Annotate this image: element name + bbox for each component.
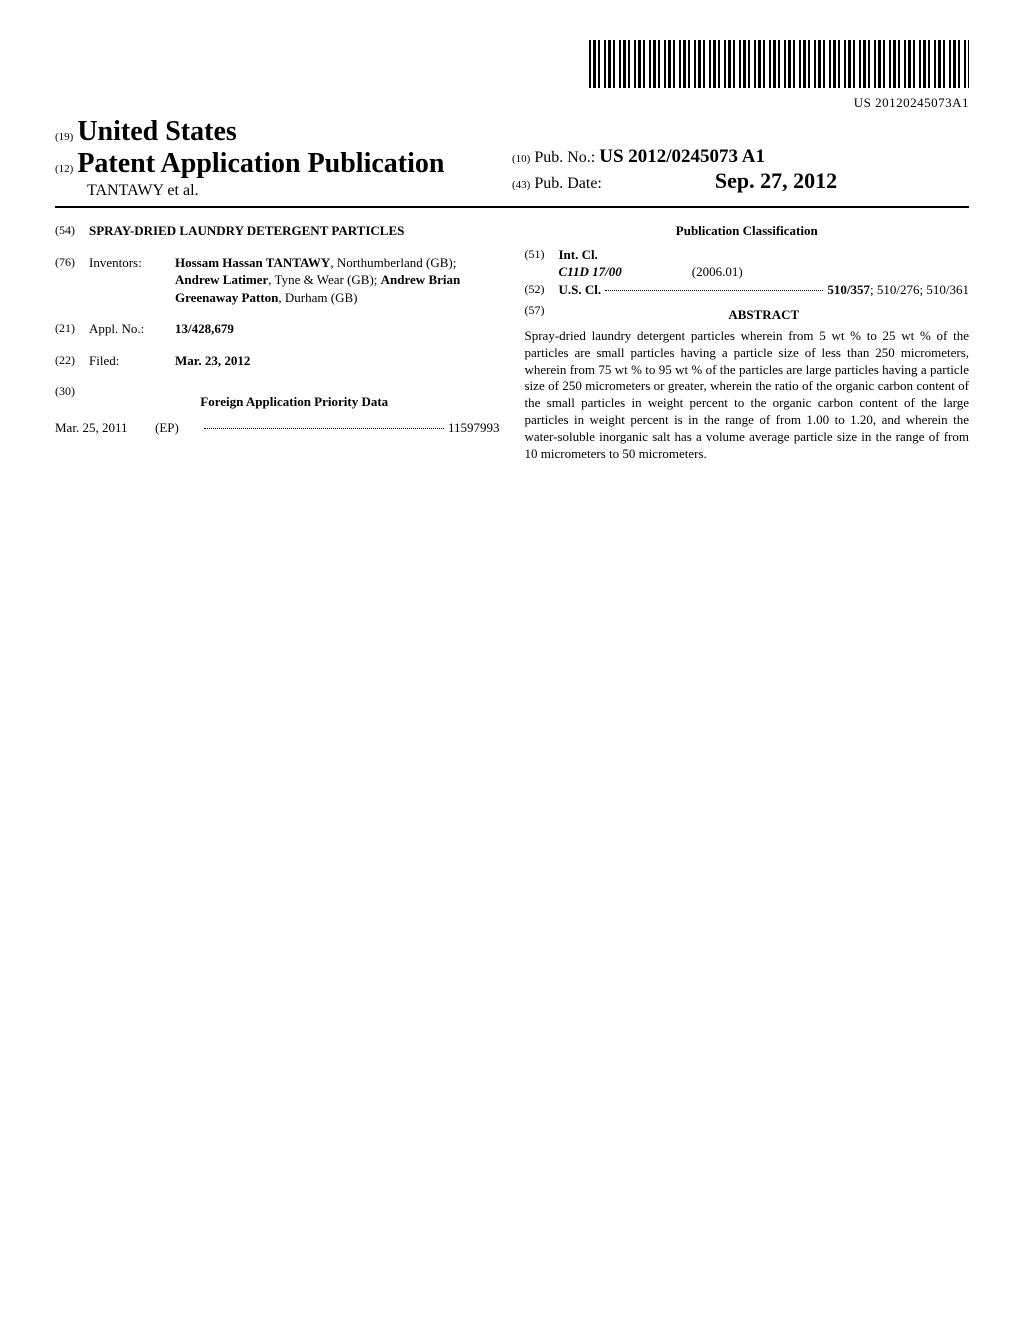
country-prefix: (19) bbox=[55, 131, 73, 143]
title-num: (54) bbox=[55, 222, 89, 240]
int-cl-prefix: (51) bbox=[525, 246, 559, 264]
abstract-label: ABSTRACT bbox=[559, 306, 970, 324]
us-cl-value: 510/357; 510/276; 510/361 bbox=[827, 281, 969, 299]
pub-no-prefix: (10) bbox=[512, 153, 530, 165]
abstract-header-row: (57) ABSTRACT bbox=[525, 302, 970, 328]
body-columns: (54) SPRAY-DRIED LAUNDRY DETERGENT PARTI… bbox=[55, 222, 969, 463]
us-cl-row: (52) U.S. Cl. 510/357; 510/276; 510/361 bbox=[525, 281, 970, 299]
appl-no-label: Appl. No.: bbox=[89, 320, 175, 338]
pub-date-line: (43) Pub. Date: Sep. 27, 2012 bbox=[512, 168, 969, 194]
appl-no-row: (21) Appl. No.: 13/428,679 bbox=[55, 320, 500, 338]
us-cl-prefix: (52) bbox=[525, 281, 559, 299]
us-cl-primary: 510/357 bbox=[827, 282, 870, 297]
publication-type-line: (12) Patent Application Publication bbox=[55, 148, 512, 180]
filed-row: (22) Filed: Mar. 23, 2012 bbox=[55, 352, 500, 370]
title-row: (54) SPRAY-DRIED LAUNDRY DETERGENT PARTI… bbox=[55, 222, 500, 240]
appl-no-prefix: (21) bbox=[55, 320, 89, 338]
pub-no-value: US 2012/0245073 A1 bbox=[599, 146, 765, 167]
header-row: (19) United States (12) Patent Applicati… bbox=[55, 116, 969, 208]
invention-title: SPRAY-DRIED LAUNDRY DETERGENT PARTICLES bbox=[89, 222, 500, 240]
classification-header: Publication Classification bbox=[525, 222, 970, 240]
left-column: (54) SPRAY-DRIED LAUNDRY DETERGENT PARTI… bbox=[55, 222, 500, 463]
filed-value: Mar. 23, 2012 bbox=[175, 352, 500, 370]
inventors-label: Inventors: bbox=[89, 254, 175, 307]
patent-page: US 20120245073A1 (19) United States (12)… bbox=[0, 0, 1024, 503]
int-cl-label: Int. Cl. bbox=[559, 246, 598, 264]
header-left: (19) United States (12) Patent Applicati… bbox=[55, 116, 512, 200]
pub-type: Patent Application Publication bbox=[77, 148, 444, 179]
inventors-num: (76) bbox=[55, 254, 89, 307]
priority-prefix: (30) bbox=[55, 383, 89, 419]
filed-prefix: (22) bbox=[55, 352, 89, 370]
pub-type-prefix: (12) bbox=[55, 163, 73, 175]
pub-date-value: Sep. 27, 2012 bbox=[715, 168, 837, 193]
right-column: Publication Classification (51) Int. Cl.… bbox=[525, 222, 970, 463]
us-cl-rest: ; 510/276; 510/361 bbox=[870, 282, 969, 297]
header-right: (10) Pub. No.: US 2012/0245073 A1 (43) P… bbox=[512, 116, 969, 194]
abstract-text: Spray-dried laundry detergent particles … bbox=[525, 328, 970, 463]
priority-header: Foreign Application Priority Data bbox=[89, 393, 500, 411]
appl-no-value: 13/428,679 bbox=[175, 320, 500, 338]
int-cl-date: (2006.01) bbox=[692, 264, 743, 279]
country-name: United States bbox=[77, 116, 236, 147]
inventors-row: (76) Inventors: Hossam Hassan TANTAWY, N… bbox=[55, 254, 500, 307]
barcode-graphic bbox=[589, 40, 969, 88]
pub-no-label: Pub. No.: bbox=[534, 149, 595, 166]
abstract-prefix: (57) bbox=[525, 302, 559, 328]
us-cl-dots bbox=[605, 281, 823, 291]
priority-date: Mar. 25, 2011 bbox=[55, 419, 155, 437]
int-cl-code: C11D 17/00 bbox=[559, 263, 689, 281]
int-cl-row: C11D 17/00 (2006.01) bbox=[559, 263, 970, 281]
barcode-number: US 20120245073A1 bbox=[55, 95, 969, 111]
pub-date-label: Pub. Date: bbox=[534, 175, 602, 192]
barcode-area: US 20120245073A1 bbox=[55, 40, 969, 111]
priority-country: (EP) bbox=[155, 419, 200, 437]
authors-line: TANTAWY et al. bbox=[87, 182, 512, 200]
int-cl-section: (51) Int. Cl. C11D 17/00 (2006.01) bbox=[525, 246, 970, 281]
dots-leader bbox=[204, 419, 444, 429]
us-cl-label: U.S. Cl. bbox=[559, 281, 602, 299]
priority-section: (30) Foreign Application Priority Data M… bbox=[55, 383, 500, 436]
inventors-list: Hossam Hassan TANTAWY, Northumberland (G… bbox=[175, 254, 500, 307]
priority-row: Mar. 25, 2011 (EP) 11597993 bbox=[55, 419, 500, 437]
pub-no-line: (10) Pub. No.: US 2012/0245073 A1 bbox=[512, 146, 969, 168]
priority-number: 11597993 bbox=[448, 419, 500, 437]
filed-label: Filed: bbox=[89, 352, 175, 370]
pub-date-prefix: (43) bbox=[512, 179, 530, 191]
country-line: (19) United States bbox=[55, 116, 512, 148]
